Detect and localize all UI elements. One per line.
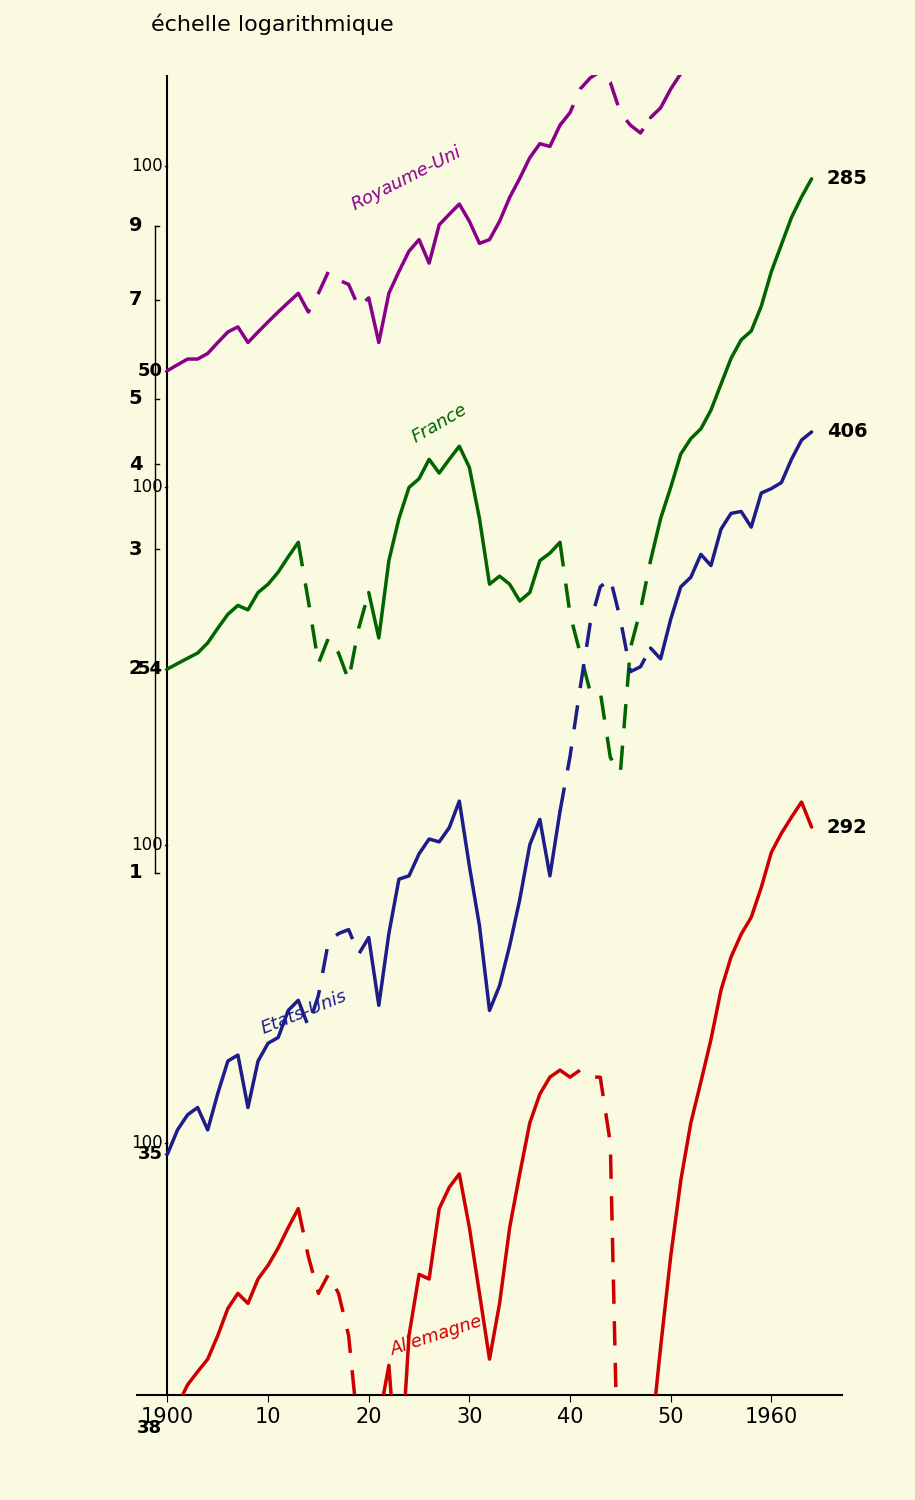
- Text: 3: 3: [129, 540, 143, 558]
- Text: 285: 285: [827, 170, 867, 189]
- Text: 100: 100: [131, 836, 163, 854]
- Text: 7: 7: [129, 290, 143, 309]
- Text: 100: 100: [131, 1134, 163, 1152]
- Text: 2: 2: [129, 658, 143, 678]
- Text: 100: 100: [131, 478, 163, 496]
- Text: 50: 50: [137, 362, 163, 380]
- Text: 4: 4: [129, 454, 143, 474]
- Text: 35: 35: [137, 1144, 163, 1162]
- Text: 9: 9: [129, 216, 143, 236]
- Text: Etats-Unis: Etats-Unis: [258, 987, 350, 1038]
- Text: 54: 54: [137, 660, 163, 678]
- Text: Royaume-Uni: Royaume-Uni: [349, 142, 465, 214]
- Text: 5: 5: [129, 388, 143, 408]
- Text: 1: 1: [129, 864, 143, 882]
- Text: 38: 38: [137, 1419, 163, 1437]
- Text: France: France: [409, 400, 471, 445]
- Text: 292: 292: [827, 818, 867, 837]
- Text: 100: 100: [131, 158, 163, 176]
- Text: 406: 406: [827, 423, 867, 441]
- Text: échelle logarithmique: échelle logarithmique: [151, 13, 394, 36]
- Text: Allemagne: Allemagne: [389, 1312, 486, 1359]
